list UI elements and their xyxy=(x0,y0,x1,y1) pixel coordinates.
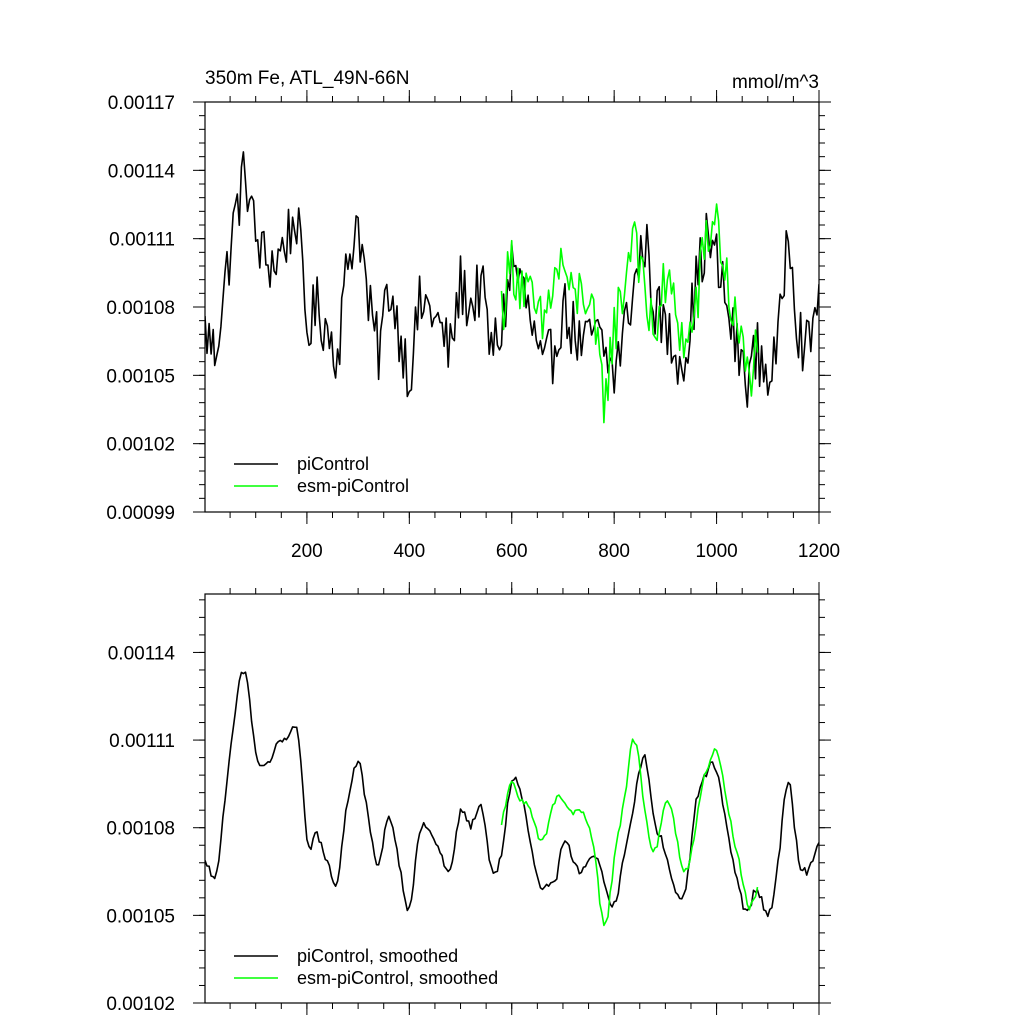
series-line-picontrol-smoothed xyxy=(205,671,819,918)
y-tick-label: 0.00117 xyxy=(108,93,175,114)
y-tick-label: 0.00102 xyxy=(106,435,175,456)
legend-label: esm-piControl xyxy=(297,476,409,496)
x-tick-label: 400 xyxy=(393,541,425,562)
legend-label: piControl, smoothed xyxy=(297,946,458,966)
x-tick-label: 1000 xyxy=(695,541,737,562)
y-tick-label: 0.00099 xyxy=(106,503,175,524)
x-tick-label: 600 xyxy=(496,541,528,562)
y-tick-label: 0.00108 xyxy=(106,819,175,840)
series-line-picontrol xyxy=(205,151,819,408)
chart-title: 350m Fe, ATL_49N-66N xyxy=(205,68,410,89)
series-line-esm-picontrol-smoothed xyxy=(500,738,759,927)
legend-label: esm-piControl, smoothed xyxy=(297,968,498,988)
x-tick-label: 200 xyxy=(291,541,323,562)
y-tick-label: 0.00105 xyxy=(106,906,175,927)
x-tick-label: 800 xyxy=(598,541,630,562)
y-tick-label: 0.00114 xyxy=(108,161,176,182)
y-tick-label: 0.00114 xyxy=(108,643,176,664)
series-line-esm-picontrol xyxy=(500,203,759,424)
top-panel: 350m Fe, ATL_49N-66N mmol/m^3 0.00099 0.0… xyxy=(106,68,840,562)
y-tick-label: 0.00108 xyxy=(106,298,175,319)
y-tick-label: 0.00105 xyxy=(106,366,175,387)
bottom-panel: 0.00102 0.00105 0.00108 0.00111 0.00114 piCon… xyxy=(106,582,831,1015)
units-label: mmol/m^3 xyxy=(732,72,819,93)
y-tick-label: 0.00102 xyxy=(106,994,175,1015)
y-tick-label: 0.00111 xyxy=(109,731,175,752)
y-tick-label: 0.00111 xyxy=(109,230,175,251)
x-tick-label: 1200 xyxy=(798,541,840,562)
legend-label: piControl xyxy=(297,454,369,474)
